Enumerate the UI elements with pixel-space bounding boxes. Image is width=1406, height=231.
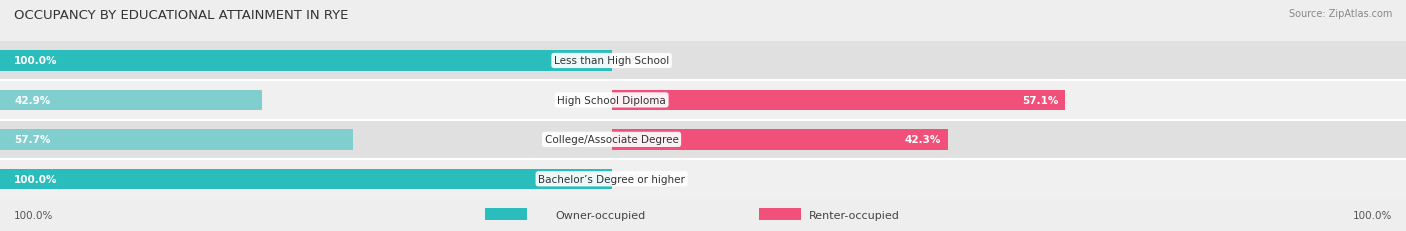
Text: 57.7%: 57.7% [14, 135, 51, 145]
Text: Source: ZipAtlas.com: Source: ZipAtlas.com [1288, 9, 1392, 19]
Text: 57.1%: 57.1% [1022, 95, 1059, 106]
Text: High School Diploma: High School Diploma [557, 95, 666, 106]
Text: OCCUPANCY BY EDUCATIONAL ATTAINMENT IN RYE: OCCUPANCY BY EDUCATIONAL ATTAINMENT IN R… [14, 9, 349, 22]
Text: Less than High School: Less than High School [554, 56, 669, 66]
Text: 0.0%: 0.0% [619, 56, 645, 66]
Text: 42.3%: 42.3% [904, 135, 941, 145]
Text: 100.0%: 100.0% [14, 174, 58, 184]
Text: 100.0%: 100.0% [1353, 210, 1392, 220]
Text: 42.9%: 42.9% [14, 95, 51, 106]
Text: Bachelor’s Degree or higher: Bachelor’s Degree or higher [538, 174, 685, 184]
Text: Renter-occupied: Renter-occupied [808, 210, 900, 220]
Text: 0.0%: 0.0% [619, 174, 645, 184]
Text: 100.0%: 100.0% [14, 210, 53, 220]
Text: Owner-occupied: Owner-occupied [555, 210, 645, 220]
Text: College/Associate Degree: College/Associate Degree [544, 135, 679, 145]
Text: 100.0%: 100.0% [14, 56, 58, 66]
